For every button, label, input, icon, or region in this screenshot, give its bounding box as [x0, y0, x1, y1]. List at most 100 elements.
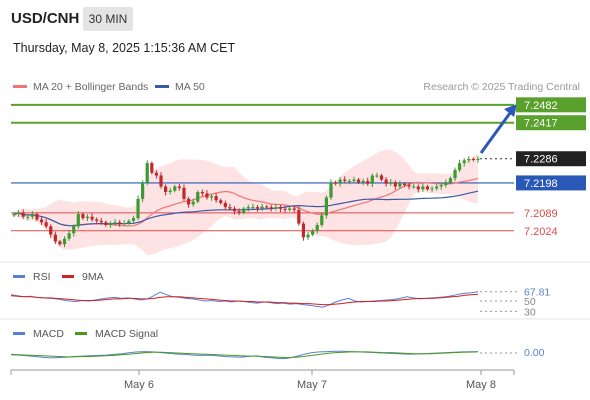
candle	[384, 177, 388, 187]
candle-body	[301, 223, 306, 238]
candle-body	[398, 183, 402, 187]
candle	[421, 183, 425, 192]
candle	[398, 180, 402, 189]
candle-body	[343, 179, 347, 181]
candle	[315, 222, 319, 234]
candle	[21, 209, 25, 219]
macd-signal-legend-swatch	[75, 332, 87, 335]
candle	[389, 179, 393, 186]
candle	[320, 212, 324, 228]
candle-body	[122, 223, 126, 225]
resistance-label-box	[516, 97, 586, 113]
candle-body	[62, 238, 67, 245]
current-price-label-box	[516, 151, 586, 167]
candle-body	[370, 175, 374, 184]
candle	[186, 196, 191, 208]
candle	[338, 177, 342, 187]
candle-body	[214, 196, 218, 201]
candle	[347, 178, 351, 185]
candle	[209, 194, 214, 201]
candle	[196, 190, 200, 204]
candle-body	[435, 186, 439, 189]
ma50-legend-swatch	[155, 85, 169, 88]
candle	[136, 195, 140, 221]
candle	[356, 177, 361, 185]
candle-body	[384, 179, 388, 184]
x-axis-ticks: May 6 May 7 May 8	[10, 370, 515, 391]
candle-body	[99, 220, 103, 223]
candle	[379, 173, 384, 182]
ma20-legend-swatch	[13, 85, 27, 88]
candle	[35, 212, 39, 222]
candle	[164, 184, 168, 196]
resistance-label-box	[516, 115, 586, 131]
candle	[352, 176, 356, 184]
candle-body	[104, 222, 108, 225]
moving-averages	[13, 177, 479, 227]
candle-body	[205, 193, 209, 198]
candle-body	[177, 186, 181, 188]
candle	[343, 176, 347, 184]
candle-body	[44, 222, 48, 227]
candle-body	[283, 208, 287, 210]
x-tick-label: May 8	[466, 379, 496, 391]
candle	[237, 208, 241, 216]
candle-body	[329, 182, 333, 198]
candle	[26, 214, 30, 221]
candle	[53, 231, 57, 244]
candle-body	[352, 179, 356, 181]
candle-body	[182, 187, 186, 199]
candle-body	[375, 175, 379, 177]
candle-body	[366, 181, 370, 184]
candle-body	[118, 222, 122, 224]
candle-body	[145, 163, 149, 183]
candle-body	[421, 186, 425, 190]
candle-body	[297, 209, 301, 224]
pivot-label-box	[516, 175, 586, 191]
candle-body	[228, 207, 232, 209]
candle	[297, 206, 301, 226]
candle	[154, 170, 159, 179]
candle-body	[306, 234, 310, 238]
candle-body	[58, 241, 62, 245]
timeframe-badge[interactable]: 30 MIN	[83, 7, 133, 31]
candle	[324, 195, 328, 219]
candle-body	[274, 207, 278, 209]
rsi-tick-label: 50	[524, 296, 536, 308]
candle	[412, 183, 416, 189]
candle-body	[356, 179, 361, 183]
candle-body	[159, 175, 163, 187]
candle	[141, 180, 145, 203]
candle-body	[108, 223, 113, 225]
x-tick-label: May 6	[124, 379, 154, 391]
candle	[81, 212, 85, 220]
candle	[462, 158, 466, 167]
candle	[150, 161, 154, 175]
candle	[95, 217, 99, 225]
candle-body	[278, 207, 283, 209]
macd-panel: 0.00	[10, 347, 545, 360]
rsi-tick-label: 67.81	[524, 287, 550, 299]
candle	[458, 159, 462, 173]
candle	[301, 221, 306, 241]
candle-body	[311, 230, 315, 235]
candle-body	[389, 182, 393, 184]
ma20-legend-label: MA 20 + Bollinger Bands	[33, 81, 148, 93]
candle-body	[49, 226, 53, 235]
candle	[311, 228, 315, 237]
candle-body	[471, 159, 476, 160]
rsi-tick-label: 30	[524, 306, 536, 318]
candle-body	[379, 175, 384, 180]
candle	[173, 184, 177, 193]
candle-body	[164, 186, 168, 192]
candle-body	[347, 181, 351, 182]
candle-body	[16, 212, 21, 214]
candle	[283, 205, 287, 213]
candle-body	[462, 160, 466, 164]
candle-body	[361, 181, 365, 183]
macd-signal-legend-label: MACD Signal	[95, 328, 158, 340]
candle	[223, 200, 227, 211]
rsi-ma-legend-label: 9MA	[82, 271, 104, 283]
